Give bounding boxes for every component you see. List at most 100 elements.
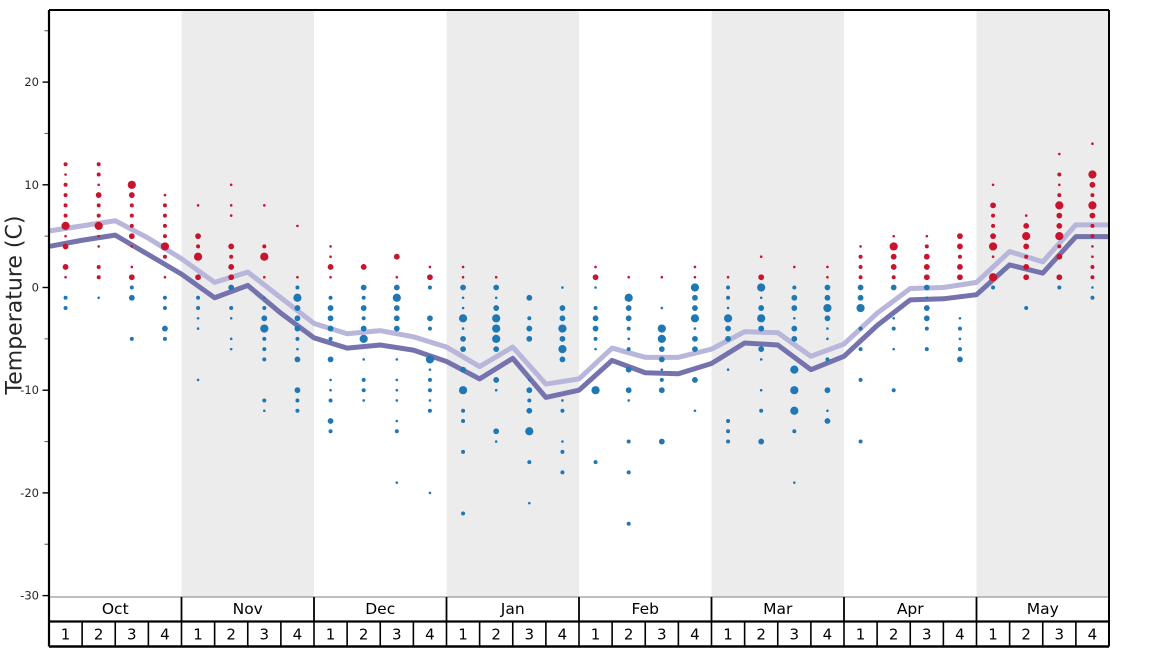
y-tick-label: -30 — [20, 589, 39, 603]
warm-temp-dot — [63, 162, 68, 167]
warm-temp-dot — [196, 204, 200, 207]
cold-temp-dot — [924, 326, 929, 331]
cold-temp-dot — [958, 317, 962, 320]
warm-temp-dot — [890, 264, 897, 270]
week-number-label: 2 — [889, 626, 899, 644]
cold-temp-dot — [692, 294, 698, 301]
week-number-label: 1 — [326, 626, 336, 644]
warm-temp-dot — [229, 214, 233, 217]
warm-temp-dot — [594, 265, 597, 269]
warm-temp-dot — [726, 275, 730, 279]
warm-temp-dot — [1090, 193, 1095, 198]
cold-temp-dot — [393, 315, 400, 322]
cold-temp-dot — [493, 428, 500, 435]
cold-temp-dot — [528, 501, 531, 505]
cold-temp-dot — [791, 335, 798, 342]
cold-temp-dot — [494, 440, 498, 443]
cold-temp-dot — [526, 325, 533, 332]
week-number-label: 1 — [988, 626, 998, 644]
cold-temp-dot — [1091, 286, 1094, 289]
week-number-label: 1 — [61, 626, 71, 644]
warm-temp-dot — [991, 213, 996, 218]
warm-temp-dot — [858, 264, 863, 269]
warm-temp-dot — [957, 264, 963, 270]
cold-temp-dot — [362, 399, 365, 402]
warm-temp-dot — [1022, 232, 1031, 241]
cold-temp-dot — [558, 324, 567, 333]
week-number-label: 1 — [591, 626, 601, 644]
cold-temp-dot — [892, 317, 895, 320]
warm-temp-dot — [1056, 222, 1063, 229]
cold-temp-dot — [856, 303, 865, 313]
cold-temp-dot — [296, 347, 299, 351]
warm-temp-dot — [393, 253, 400, 260]
cold-temp-dot — [790, 406, 799, 415]
cold-temp-dot — [196, 306, 201, 311]
warm-temp-dot — [1091, 255, 1094, 258]
cold-temp-dot — [757, 314, 766, 323]
cold-temp-dot — [392, 293, 401, 302]
cold-temp-dot — [657, 334, 666, 343]
cold-temp-dot — [362, 358, 365, 361]
warm-temp-dot — [925, 234, 929, 238]
warm-temp-dot — [1023, 243, 1030, 250]
week-number-label: 3 — [922, 626, 932, 644]
cold-temp-dot — [395, 481, 399, 484]
cold-temp-dot — [594, 286, 597, 289]
cold-temp-dot — [758, 325, 765, 332]
cold-temp-dot — [162, 336, 167, 341]
cold-temp-dot — [162, 295, 167, 300]
cold-temp-dot — [360, 325, 367, 332]
warm-temp-dot — [130, 245, 134, 248]
cold-temp-dot — [726, 306, 730, 310]
cold-temp-dot — [626, 439, 631, 444]
cold-temp-dot — [791, 325, 798, 332]
warm-temp-dot — [1090, 264, 1095, 269]
cold-temp-dot — [660, 306, 664, 310]
warm-temp-dot — [1023, 222, 1030, 229]
cold-temp-dot — [791, 294, 798, 301]
cold-temp-dot — [129, 336, 134, 341]
cold-temp-dot — [394, 429, 399, 434]
cold-temp-dot — [593, 460, 598, 465]
cold-temp-dot — [891, 388, 896, 393]
warm-temp-dot — [957, 254, 962, 259]
warm-temp-dot — [128, 233, 135, 240]
cold-temp-dot — [361, 377, 366, 382]
warm-temp-dot — [395, 275, 399, 279]
warm-temp-dot — [1088, 201, 1097, 210]
warm-temp-dot — [1056, 253, 1063, 260]
warm-temp-dot — [128, 274, 135, 281]
cold-temp-dot — [891, 326, 896, 331]
cold-temp-dot — [395, 419, 399, 423]
cold-temp-dot — [625, 305, 632, 311]
cold-temp-dot — [229, 337, 233, 341]
warm-temp-dot — [1024, 214, 1028, 217]
warm-temp-dot — [63, 203, 68, 208]
cold-temp-dot — [626, 521, 631, 526]
cold-temp-dot — [329, 378, 332, 382]
cold-temp-dot — [923, 315, 930, 322]
cold-temp-dot — [460, 284, 466, 291]
cold-temp-dot — [427, 326, 432, 331]
y-tick-label: -10 — [20, 383, 39, 397]
week-number-label: 2 — [94, 626, 104, 644]
cold-temp-dot — [592, 315, 599, 322]
warm-temp-dot — [660, 275, 664, 279]
warm-temp-dot — [296, 224, 299, 228]
cold-temp-dot — [294, 356, 301, 363]
warm-temp-dot — [229, 204, 233, 207]
cold-temp-dot — [427, 377, 432, 382]
cold-temp-dot — [425, 355, 435, 364]
warm-temp-dot — [758, 274, 765, 281]
cold-temp-dot — [692, 305, 698, 311]
warm-temp-dot — [826, 275, 829, 279]
cold-temp-dot — [627, 337, 630, 341]
warm-temp-dot — [826, 265, 829, 269]
temperature-dots — [61, 142, 1097, 526]
cold-temp-dot — [393, 325, 400, 332]
week-number-label: 2 — [756, 626, 766, 644]
cold-temp-dot — [725, 335, 731, 342]
warm-temp-dot — [128, 192, 135, 198]
warm-temp-dot — [988, 242, 998, 251]
